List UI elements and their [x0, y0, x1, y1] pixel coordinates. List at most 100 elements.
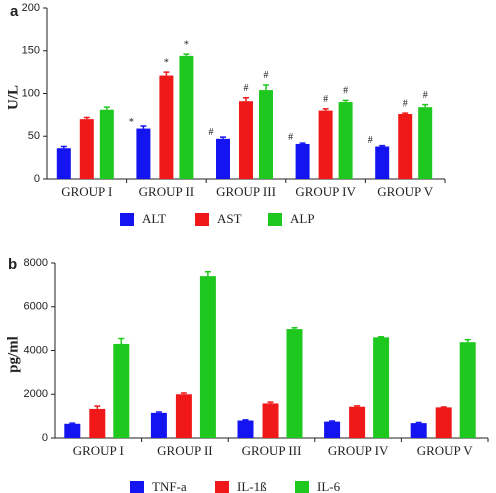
y-tick-label: 8000	[24, 257, 48, 269]
x-tick-label: GROUP IV	[295, 184, 356, 199]
y-axis-title: pg/ml	[5, 336, 21, 373]
significance-mark: #	[323, 94, 328, 105]
bar	[459, 342, 476, 438]
error-bar	[163, 71, 170, 76]
significance-mark: #	[403, 98, 408, 109]
bar	[349, 406, 366, 438]
legend-label: IL-1ß	[237, 479, 267, 493]
bar	[318, 110, 333, 179]
error-bar	[299, 142, 306, 144]
x-tick-label: GROUP V	[417, 443, 474, 458]
error-bar	[83, 116, 90, 120]
y-tick-label: 50	[28, 130, 40, 142]
y-tick-label: 200	[22, 2, 40, 14]
bar	[259, 90, 273, 179]
error-bar	[118, 337, 125, 344]
significance-mark: #	[244, 83, 249, 94]
panel-label: b	[8, 256, 17, 273]
y-tick-label: 150	[22, 45, 40, 57]
error-bar	[183, 53, 190, 56]
bar	[150, 412, 167, 438]
legend-swatch	[295, 481, 309, 493]
legend-label: AST	[217, 211, 242, 226]
y-tick-label: 2000	[24, 388, 48, 400]
y-tick-label: 100	[22, 87, 40, 99]
error-bar	[291, 327, 298, 330]
significance-mark: #	[343, 86, 348, 97]
error-bar	[204, 271, 211, 277]
bar	[79, 119, 94, 179]
significance-mark: *	[164, 57, 169, 68]
bar	[175, 394, 192, 438]
significance-mark: *	[184, 39, 189, 50]
error-bar	[69, 422, 76, 424]
error-bar	[354, 405, 361, 407]
bar	[159, 75, 174, 179]
bar	[286, 329, 303, 438]
error-bar	[422, 103, 429, 108]
y-tick-label: 0	[34, 173, 40, 185]
significance-mark: #	[264, 70, 269, 81]
bar	[375, 146, 390, 179]
legend-label: ALP	[290, 211, 315, 226]
x-tick-label: GROUP I	[73, 443, 124, 458]
bar	[373, 337, 390, 438]
panel-label: a	[10, 3, 19, 20]
significance-mark: #	[209, 127, 214, 138]
bar	[398, 114, 413, 179]
bar	[199, 276, 216, 438]
bar	[113, 343, 130, 438]
significance-mark: *	[129, 117, 134, 128]
x-tick-label: GROUP IV	[328, 443, 389, 458]
significance-mark: #	[288, 132, 293, 143]
error-bar	[263, 84, 269, 91]
error-bar	[322, 108, 329, 111]
x-tick-label: GROUP III	[242, 443, 302, 458]
bar	[237, 420, 254, 438]
y-tick-label: 4000	[24, 344, 48, 356]
x-tick-label: GROUP V	[377, 184, 434, 199]
legend-swatch	[195, 213, 209, 226]
y-tick-label: 6000	[24, 301, 48, 313]
bar	[410, 423, 427, 438]
bar	[239, 101, 253, 179]
significance-mark: #	[423, 90, 428, 101]
error-bar	[94, 405, 101, 409]
error-bar	[464, 338, 471, 343]
error-bar	[140, 125, 147, 129]
bar	[136, 128, 151, 179]
bar	[179, 55, 194, 179]
error-bar	[60, 145, 67, 149]
error-bar	[103, 106, 110, 110]
legend-label: TNF-a	[152, 479, 187, 493]
bar	[99, 109, 114, 179]
legend-swatch	[130, 481, 144, 493]
legend-label: IL-6	[317, 479, 341, 493]
error-bar	[180, 392, 187, 395]
bar	[56, 148, 71, 179]
error-bar	[415, 421, 422, 424]
error-bar	[378, 335, 385, 338]
bar	[295, 143, 310, 179]
bar	[418, 107, 433, 179]
legend-label: ALT	[142, 211, 166, 226]
error-bar	[329, 420, 336, 422]
error-bar	[379, 144, 386, 147]
bar	[435, 407, 452, 438]
error-bar	[243, 97, 249, 102]
error-bar	[242, 419, 249, 421]
bar	[262, 403, 279, 438]
x-tick-label: GROUP I	[61, 184, 112, 199]
error-bar	[402, 112, 409, 115]
error-bar	[342, 99, 349, 103]
bar	[89, 408, 106, 438]
y-axis-title: U/L	[5, 85, 21, 110]
bar	[338, 102, 353, 179]
x-tick-label: GROUP III	[216, 184, 276, 199]
bar	[216, 138, 230, 179]
error-bar	[220, 136, 226, 139]
bar	[324, 421, 341, 438]
legend-swatch	[268, 213, 282, 226]
legend-swatch	[215, 481, 229, 493]
